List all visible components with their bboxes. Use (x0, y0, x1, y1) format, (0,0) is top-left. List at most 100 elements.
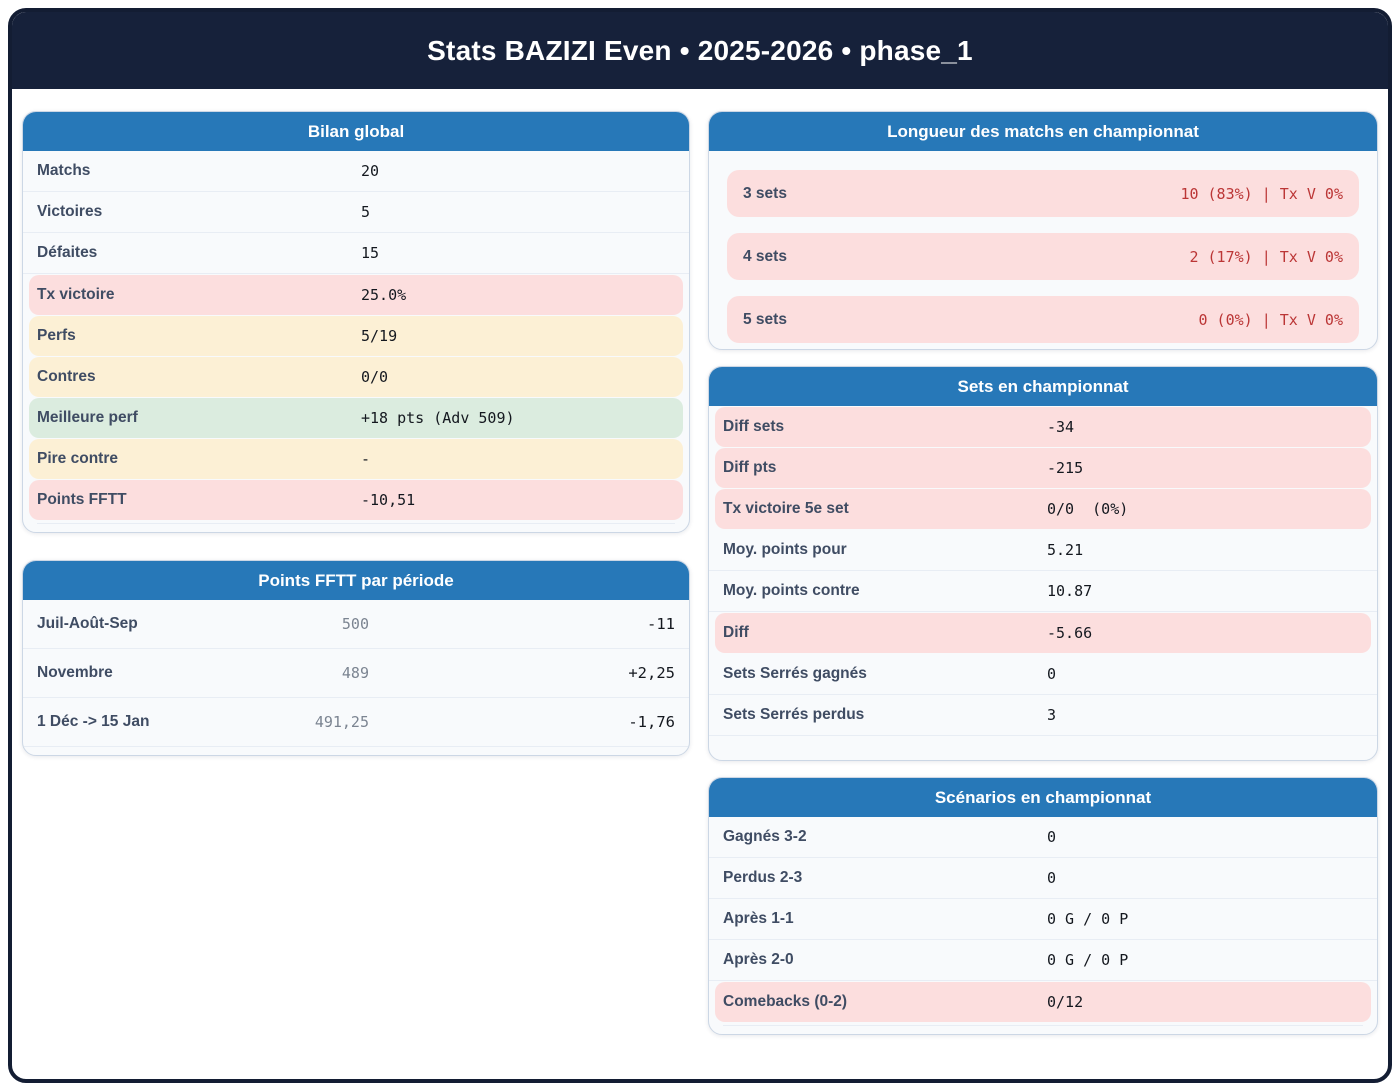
stat-row: Tx victoire 25.0% (29, 275, 683, 315)
stat-value: -215 (1047, 459, 1084, 477)
stat-value: 20 (361, 162, 380, 180)
stat-row: Victoires 5 (23, 192, 689, 233)
card-points-periode: Points FFTT par période Juil-Août-Sep 50… (22, 560, 690, 756)
card-body: Gagnés 3-2 0 Perdus 2-3 0 Après 1-1 0 G … (709, 817, 1377, 1034)
stat-label: Perfs (37, 327, 76, 344)
stat-row: Défaites 15 (23, 233, 689, 274)
stat-label: Pire contre (37, 450, 118, 467)
stat-label: Moy. points pour (723, 541, 847, 558)
stat-value: +18 pts (Adv 509) (361, 409, 515, 427)
stat-label: Victoires (37, 203, 103, 220)
card-header: Scénarios en championnat (709, 778, 1377, 817)
stat-value: -10,51 (361, 491, 416, 509)
stat-value: 0 (1047, 828, 1057, 846)
stat-label: 4 sets (743, 247, 787, 265)
stat-label: Comebacks (0-2) (723, 993, 848, 1010)
period-points: 500 (341, 615, 369, 633)
period-delta: +2,25 (628, 664, 675, 682)
stat-label: Sets Serrés gagnés (723, 665, 867, 682)
stat-value: 15 (361, 244, 380, 262)
card-title: Points FFTT par période (258, 571, 454, 590)
period-label: 1 Déc -> 15 Jan (37, 713, 150, 730)
stat-row: Sets Serrés perdus 3 (709, 695, 1377, 736)
set-length-row: 3 sets 10 (83%) | Tx V 0% (727, 170, 1359, 217)
stat-value: 10 (83%) | Tx V 0% (1180, 184, 1343, 203)
stat-value: 10.87 (1047, 582, 1093, 600)
period-row: Juil-Août-Sep 500 -11 (23, 600, 689, 649)
card-title: Scénarios en championnat (934, 788, 1152, 807)
right-column: Longueur des matchs en championnat 3 set… (708, 111, 1378, 1035)
stat-value: -5.66 (1047, 624, 1093, 642)
stat-row: Diff pts -215 (715, 448, 1371, 488)
period-label: Novembre (37, 664, 113, 681)
period-points: 489 (341, 664, 369, 682)
stat-value: 0 (0%) | Tx V 0% (1198, 310, 1344, 329)
stat-label: 5 sets (743, 310, 787, 328)
stat-label: Diff pts (723, 459, 777, 476)
stat-label: Diff sets (723, 418, 785, 435)
stat-row: Comebacks (0-2) 0/12 (715, 982, 1371, 1022)
stat-label: 3 sets (743, 184, 787, 202)
stat-value: 5/19 (361, 327, 398, 345)
stat-row: Après 1-1 0 G / 0 P (709, 899, 1377, 940)
stat-row: Tx victoire 5e set 0/0 (0%) (715, 489, 1371, 529)
stat-value: 25.0% (361, 286, 407, 304)
stat-row: Contres 0/0 (29, 357, 683, 397)
period-delta: -11 (647, 615, 675, 633)
stat-row: Moy. points pour 5.21 (709, 530, 1377, 571)
set-length-row: 4 sets 2 (17%) | Tx V 0% (727, 233, 1359, 280)
page-title: Stats BAZIZI Even • 2025-2026 • phase_1 (427, 34, 973, 66)
stat-label: Gagnés 3-2 (723, 828, 807, 845)
period-row: Novembre 489 +2,25 (23, 649, 689, 698)
stat-value: - (361, 450, 371, 468)
stat-label: Points FFTT (37, 491, 127, 508)
card-header: Points FFTT par période (23, 561, 689, 600)
stat-label: Après 2-0 (723, 951, 794, 968)
stat-value: 0 G / 0 P (1047, 910, 1129, 928)
card-bottom-separator (723, 1025, 1363, 1026)
card-header: Bilan global (23, 112, 689, 151)
card-title: Longueur des matchs en championnat (887, 122, 1199, 141)
card-body: Matchs 20 Victoires 5 Défaites 15 Tx vic… (23, 151, 689, 532)
stat-row: Perfs 5/19 (29, 316, 683, 356)
card-scenarios: Scénarios en championnat Gagnés 3-2 0 Pe… (708, 777, 1378, 1035)
period-label: Juil-Août-Sep (37, 615, 138, 632)
card-body: Diff sets -34 Diff pts -215 Tx victoire … (709, 407, 1377, 760)
stat-value: 2 (17%) | Tx V 0% (1189, 247, 1343, 266)
stat-row: Meilleure perf +18 pts (Adv 509) (29, 398, 683, 438)
period-row: 1 Déc -> 15 Jan 491,25 -1,76 (23, 698, 689, 747)
stat-row: Pire contre - (29, 439, 683, 479)
stat-value: 0/12 (1047, 993, 1084, 1011)
stat-label: Perdus 2-3 (723, 869, 803, 886)
stat-label: Contres (37, 368, 96, 385)
stat-label: Moy. points contre (723, 582, 860, 599)
stat-row: Diff -5.66 (715, 613, 1371, 653)
stat-value: 0 (1047, 665, 1057, 683)
stat-label: Défaites (37, 244, 98, 261)
stat-label: Après 1-1 (723, 910, 794, 927)
period-delta: -1,76 (628, 713, 675, 731)
stat-label: Tx victoire (37, 286, 115, 303)
stat-value: -34 (1047, 418, 1075, 436)
card-header: Longueur des matchs en championnat (709, 112, 1377, 151)
stat-row: Diff sets -34 (715, 407, 1371, 447)
stat-value: 0 G / 0 P (1047, 951, 1129, 969)
stat-row: Perdus 2-3 0 (709, 858, 1377, 899)
stat-label: Tx victoire 5e set (723, 500, 849, 517)
stat-value: 5 (361, 203, 371, 221)
left-column: Bilan global Matchs 20 Victoires 5 Défai… (22, 111, 690, 1035)
card-bilan-global: Bilan global Matchs 20 Victoires 5 Défai… (22, 111, 690, 533)
stat-label: Diff (723, 624, 749, 641)
card-body: Juil-Août-Sep 500 -11 Novembre 489 +2,25… (23, 600, 689, 755)
stat-value: 0 (1047, 869, 1057, 887)
content-columns: Bilan global Matchs 20 Victoires 5 Défai… (12, 89, 1388, 1035)
card-header: Sets en championnat (709, 367, 1377, 406)
stat-label: Sets Serrés perdus (723, 706, 865, 723)
card-title: Sets en championnat (957, 377, 1129, 396)
stat-value: 0/0 (361, 368, 389, 386)
card-longueur-matchs: Longueur des matchs en championnat 3 set… (708, 111, 1378, 350)
card-body: 3 sets 10 (83%) | Tx V 0% 4 sets 2 (17%)… (709, 151, 1377, 349)
stat-value: 0/0 (0%) (1047, 500, 1129, 518)
stat-row: Après 2-0 0 G / 0 P (709, 940, 1377, 981)
stat-row: Sets Serrés gagnés 0 (709, 654, 1377, 695)
